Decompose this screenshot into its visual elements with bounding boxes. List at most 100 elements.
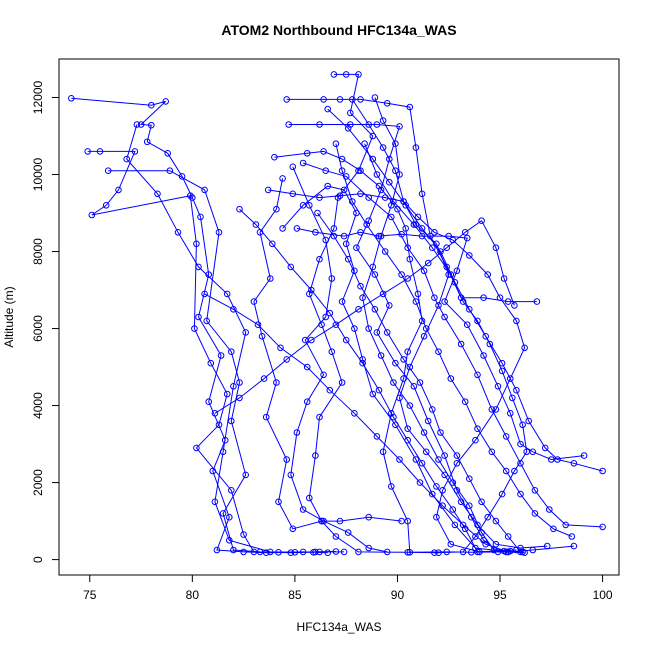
data-point xyxy=(324,549,332,557)
data-point xyxy=(330,232,338,240)
data-point xyxy=(424,259,432,267)
x-axis: 75 80 85 90 95 100 xyxy=(83,574,613,602)
x-tick-label: 95 xyxy=(493,588,507,602)
data-point xyxy=(466,475,473,483)
data-point xyxy=(420,333,428,340)
data-point xyxy=(133,121,141,128)
data-point xyxy=(541,444,549,452)
data-point xyxy=(504,533,512,540)
data-point xyxy=(498,359,506,367)
data-point xyxy=(396,123,403,130)
data-point xyxy=(480,352,487,359)
data-point xyxy=(293,225,301,232)
data-point xyxy=(365,544,373,552)
data-point xyxy=(131,148,139,155)
x-tick-label: 85 xyxy=(288,588,302,602)
data-point xyxy=(402,202,410,209)
data-point xyxy=(482,333,490,340)
data-point xyxy=(264,186,272,194)
data-point xyxy=(373,329,381,336)
data-point xyxy=(463,321,471,329)
data-point xyxy=(371,271,379,278)
data-point xyxy=(174,229,182,236)
data-point xyxy=(230,306,237,313)
data-point xyxy=(441,298,448,305)
data-point xyxy=(320,517,327,525)
data-point xyxy=(431,229,438,236)
data-point xyxy=(511,302,518,309)
flight-profile-series xyxy=(359,94,514,555)
data-point xyxy=(330,71,338,78)
data-point xyxy=(303,398,311,406)
data-point xyxy=(351,410,358,417)
data-point xyxy=(330,225,338,232)
data-point xyxy=(513,317,520,325)
data-point xyxy=(478,217,485,224)
data-point xyxy=(433,513,440,521)
data-point xyxy=(550,525,557,533)
data-point xyxy=(441,313,448,321)
data-point xyxy=(441,471,448,479)
data-point xyxy=(400,198,407,205)
data-point xyxy=(236,394,243,402)
data-point xyxy=(271,153,278,161)
data-point xyxy=(137,121,145,128)
data-point xyxy=(320,96,327,103)
data-point xyxy=(228,348,235,356)
data-point xyxy=(492,406,500,413)
data-point xyxy=(404,425,412,433)
series-line xyxy=(126,124,314,553)
x-axis-label: HFC134a_WAS xyxy=(297,620,382,634)
series-line xyxy=(302,162,603,528)
data-point xyxy=(195,263,202,271)
data-point xyxy=(242,471,249,479)
data-point xyxy=(390,413,397,421)
data-point xyxy=(289,190,297,198)
data-point xyxy=(236,205,243,213)
data-point xyxy=(357,96,364,103)
data-point xyxy=(429,244,436,251)
data-point xyxy=(285,121,293,128)
data-point xyxy=(383,548,391,556)
data-point xyxy=(451,521,459,529)
data-point xyxy=(275,498,282,506)
y-tick-label: 8000 xyxy=(31,238,45,265)
data-point xyxy=(466,306,473,313)
data-point xyxy=(230,383,237,390)
data-point xyxy=(279,225,286,232)
data-point xyxy=(402,225,410,232)
data-point xyxy=(314,209,321,217)
data-point xyxy=(373,121,381,128)
data-point xyxy=(379,290,387,298)
data-point xyxy=(213,546,221,554)
data-point xyxy=(191,325,198,332)
data-point xyxy=(148,101,155,109)
data-point xyxy=(342,336,350,344)
data-point xyxy=(189,194,196,201)
flight-profile-series xyxy=(332,140,576,540)
data-point xyxy=(334,194,342,201)
data-point xyxy=(521,344,528,352)
data-point xyxy=(195,313,202,321)
data-point xyxy=(287,471,295,479)
data-point xyxy=(347,109,354,117)
data-point xyxy=(211,498,219,506)
data-point xyxy=(525,417,533,425)
series-line xyxy=(317,212,521,553)
data-point xyxy=(599,523,606,531)
y-axis: 0 2000 4000 6000 8000 10000 12000 xyxy=(31,80,60,563)
data-point xyxy=(412,144,420,151)
data-point xyxy=(316,194,323,201)
y-tick-label: 12000 xyxy=(31,80,45,114)
data-point xyxy=(484,271,492,278)
series-line xyxy=(239,208,505,553)
data-point xyxy=(449,506,457,513)
data-point xyxy=(375,386,383,394)
data-point xyxy=(429,406,436,413)
data-point xyxy=(406,103,414,111)
data-point xyxy=(439,502,446,510)
data-point xyxy=(287,263,295,271)
data-point xyxy=(240,531,247,538)
data-point xyxy=(570,460,578,467)
data-point xyxy=(289,525,297,533)
